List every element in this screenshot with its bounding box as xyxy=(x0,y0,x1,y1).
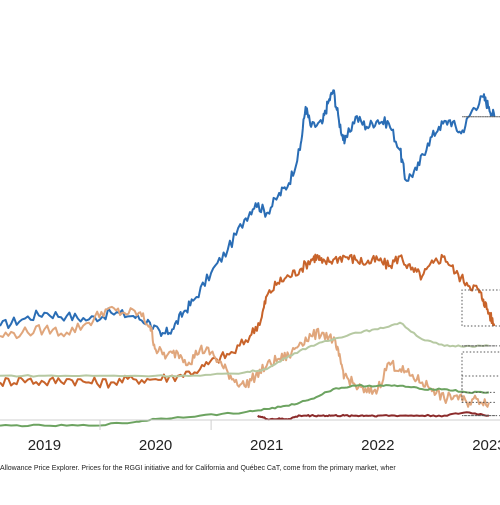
x-tick-label: 2021 xyxy=(250,437,283,454)
x-tick-label: 2022 xyxy=(361,437,394,454)
leader-line-2 xyxy=(461,289,500,327)
leader-line-5 xyxy=(461,375,500,393)
series-line-2 xyxy=(0,253,496,389)
series-line-4 xyxy=(0,321,490,378)
series-line-3 xyxy=(0,305,490,408)
footnote: Allowance Price Explorer. Prices for the… xyxy=(0,465,396,472)
x-tick-label: 2023 xyxy=(472,437,500,454)
x-tick-label: 2019 xyxy=(28,437,61,454)
series-line-1 xyxy=(0,89,496,337)
x-tick-label: 2020 xyxy=(139,437,172,454)
series-line-6 xyxy=(257,411,489,421)
leader-line-3 xyxy=(461,351,500,403)
series-line-5 xyxy=(0,384,490,428)
